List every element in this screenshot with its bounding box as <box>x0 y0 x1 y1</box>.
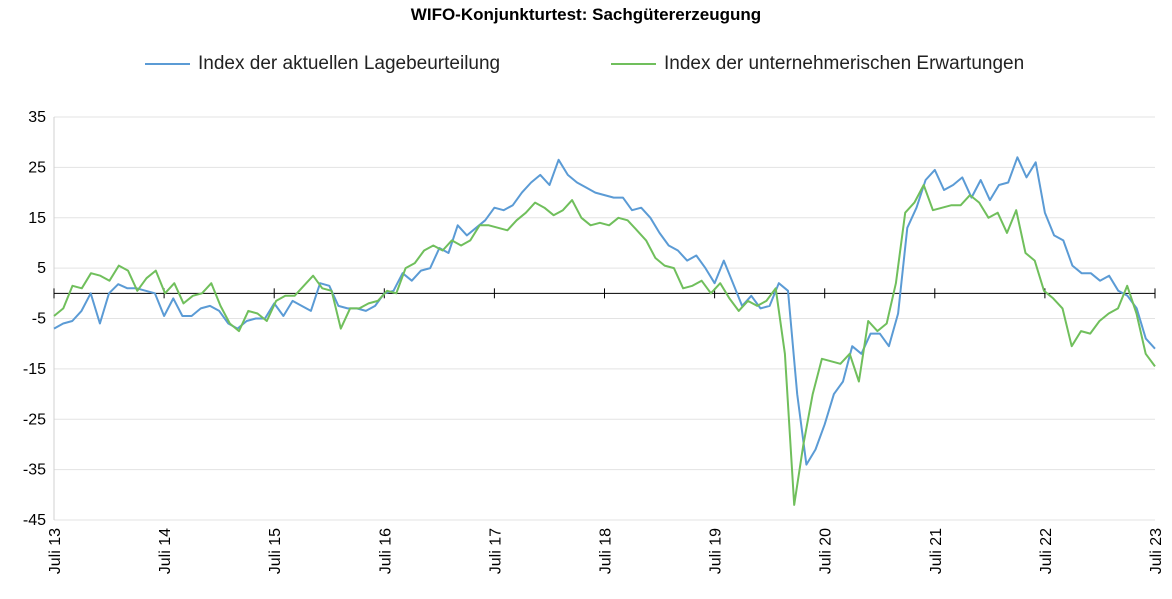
legend-label-lagebeurteilung: Index der aktuellen Lagebeurteilung <box>198 53 501 74</box>
legend-item-erwartungen: Index der unternehmerischen Erwartungen <box>611 50 1024 78</box>
y-tick-label: -15 <box>23 361 46 378</box>
legend-swatch-lagebeurteilung <box>145 63 190 65</box>
x-tick-label: Juli 23 <box>1148 528 1165 574</box>
x-tick-label: Juli 15 <box>267 528 284 574</box>
x-tick-label: Juli 17 <box>487 528 504 574</box>
chart-title: WIFO-Konjunkturtest: Sachgütererzeugung <box>410 5 762 24</box>
series-line-1 <box>53 184 1156 506</box>
y-tick-label: 5 <box>37 260 46 277</box>
series-line-0 <box>53 156 1156 466</box>
x-tick-label: Juli 19 <box>708 528 725 574</box>
y-tick-label: -5 <box>32 311 46 328</box>
y-tick-label: 15 <box>28 210 46 227</box>
legend-label-erwartungen: Index der unternehmerischen Erwartungen <box>664 53 1025 74</box>
legend-item-lagebeurteilung: Index der aktuellen Lagebeurteilung <box>145 50 500 78</box>
y-tick-label: 25 <box>28 159 46 176</box>
x-tick-label: Juli 16 <box>377 528 394 574</box>
y-tick-label: -35 <box>23 462 46 479</box>
y-tick-label: -45 <box>23 512 46 529</box>
x-tick-label: Juli 13 <box>47 528 64 574</box>
y-tick-label: 35 <box>28 109 46 126</box>
y-tick-label: -25 <box>23 411 46 428</box>
x-tick-label: Juli 20 <box>818 528 835 574</box>
legend-swatch-erwartungen <box>611 63 656 65</box>
x-tick-label: Juli 22 <box>1038 528 1055 574</box>
x-tick-label: Juli 21 <box>928 528 945 574</box>
x-tick-label: Juli 14 <box>157 528 174 574</box>
legend: Index der aktuellen Lagebeurteilung Inde… <box>0 50 1172 78</box>
x-tick-label: Juli 18 <box>598 528 615 574</box>
